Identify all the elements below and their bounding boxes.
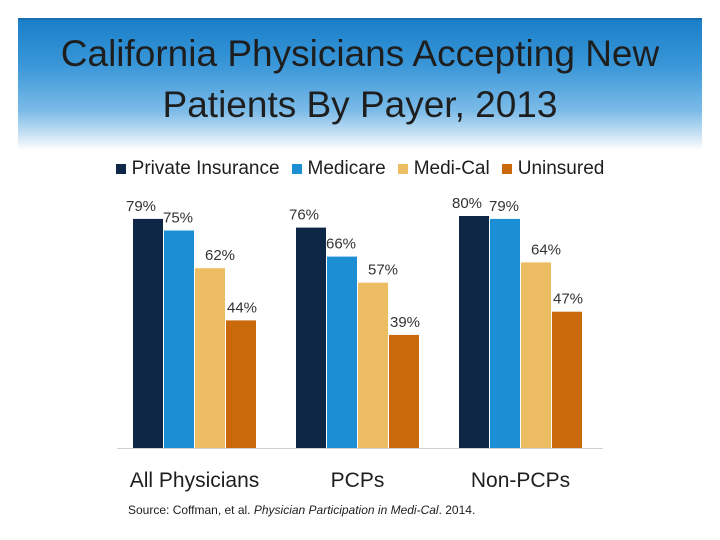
legend-swatch-medi-cal [397,164,408,174]
title-band [18,18,702,150]
data-label-non-pcps-medicare: 79% [489,198,519,215]
bar-non-pcps-private-insurance [459,216,489,448]
source-prefix: Source: Coffman, et al. [128,503,254,517]
legend-item-uninsured: Uninsured [501,158,605,180]
data-label-all-physicians-uninsured: 44% [227,299,257,316]
bar-all-physicians-private-insurance [133,218,163,448]
data-label-all-physicians-medicare: 75% [163,210,193,227]
data-label-pcps-medi-cal: 57% [368,262,398,279]
bar-all-physicians-medicare [164,230,194,448]
data-label-pcps-medicare: 66% [326,236,356,253]
legend-swatch-medicare [291,164,302,174]
legend-label-private-insurance: Private Insurance [131,158,280,179]
data-label-pcps-private-insurance: 76% [289,207,319,224]
legend-item-private-insurance: Private Insurance [115,158,280,180]
data-label-pcps-uninsured: 39% [390,314,420,331]
legend-swatch-uninsured [501,164,512,174]
legend-label-medi-cal: Medi-Cal [413,158,490,179]
legend-label-uninsured: Uninsured [517,158,605,179]
bar-non-pcps-medicare [490,218,520,448]
bar-non-pcps-uninsured [552,311,582,448]
source-title: Physician Participation in Medi-Cal [253,503,439,517]
bar-non-pcps-medi-cal [521,262,551,448]
legend-item-medi-cal: Medi-Cal [397,158,490,180]
legend-swatch-private-insurance [115,164,126,174]
data-label-non-pcps-medi-cal: 64% [531,241,561,258]
bar-pcps-uninsured [389,334,419,448]
category-label-all-physicians: All Physicians [130,469,260,492]
legend-label-medicare: Medicare [307,158,386,179]
data-label-non-pcps-uninsured: 47% [553,291,583,308]
category-label-pcps: PCPs [331,469,385,492]
bar-pcps-medi-cal [358,282,388,448]
legend: Private Insurance Medicare Medi-Cal Unin… [0,158,720,180]
source-suffix: . 2014. [438,503,476,517]
data-label-non-pcps-private-insurance: 80% [452,195,482,212]
bar-all-physicians-medi-cal [195,268,225,448]
legend-item-medicare: Medicare [291,158,386,180]
slide-title: California Physicians Accepting New Pati… [60,33,660,125]
bar-pcps-private-insurance [296,227,326,448]
category-label-non-pcps: Non-PCPs [471,469,570,492]
bar-pcps-medicare [327,256,357,448]
data-label-all-physicians-medi-cal: 62% [205,247,235,264]
source-citation: Source: Coffman, et al. Physician Partic… [128,503,475,517]
data-label-all-physicians-private-insurance: 79% [126,198,156,215]
bar-all-physicians-uninsured [226,320,256,448]
